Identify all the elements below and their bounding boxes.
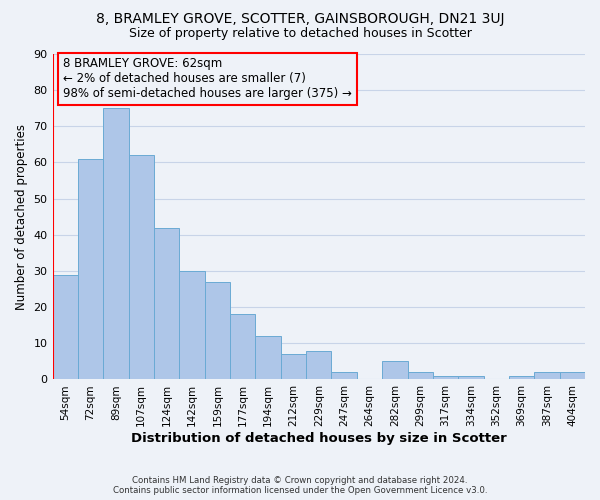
- Bar: [407, 372, 433, 380]
- Bar: [382, 362, 407, 380]
- Y-axis label: Number of detached properties: Number of detached properties: [15, 124, 28, 310]
- Bar: [103, 108, 128, 380]
- Bar: [331, 372, 357, 380]
- Bar: [560, 372, 585, 380]
- Bar: [230, 314, 256, 380]
- Bar: [433, 376, 458, 380]
- Text: 8, BRAMLEY GROVE, SCOTTER, GAINSBOROUGH, DN21 3UJ: 8, BRAMLEY GROVE, SCOTTER, GAINSBOROUGH,…: [96, 12, 504, 26]
- Bar: [281, 354, 306, 380]
- Bar: [534, 372, 560, 380]
- Bar: [306, 350, 331, 380]
- Bar: [256, 336, 281, 380]
- Text: Contains HM Land Registry data © Crown copyright and database right 2024.
Contai: Contains HM Land Registry data © Crown c…: [113, 476, 487, 495]
- Bar: [205, 282, 230, 380]
- Text: Size of property relative to detached houses in Scotter: Size of property relative to detached ho…: [128, 28, 472, 40]
- Bar: [179, 271, 205, 380]
- Bar: [509, 376, 534, 380]
- Bar: [53, 274, 78, 380]
- Bar: [78, 159, 103, 380]
- Bar: [154, 228, 179, 380]
- Bar: [128, 156, 154, 380]
- Text: 8 BRAMLEY GROVE: 62sqm
← 2% of detached houses are smaller (7)
98% of semi-detac: 8 BRAMLEY GROVE: 62sqm ← 2% of detached …: [63, 58, 352, 100]
- X-axis label: Distribution of detached houses by size in Scotter: Distribution of detached houses by size …: [131, 432, 506, 445]
- Bar: [458, 376, 484, 380]
